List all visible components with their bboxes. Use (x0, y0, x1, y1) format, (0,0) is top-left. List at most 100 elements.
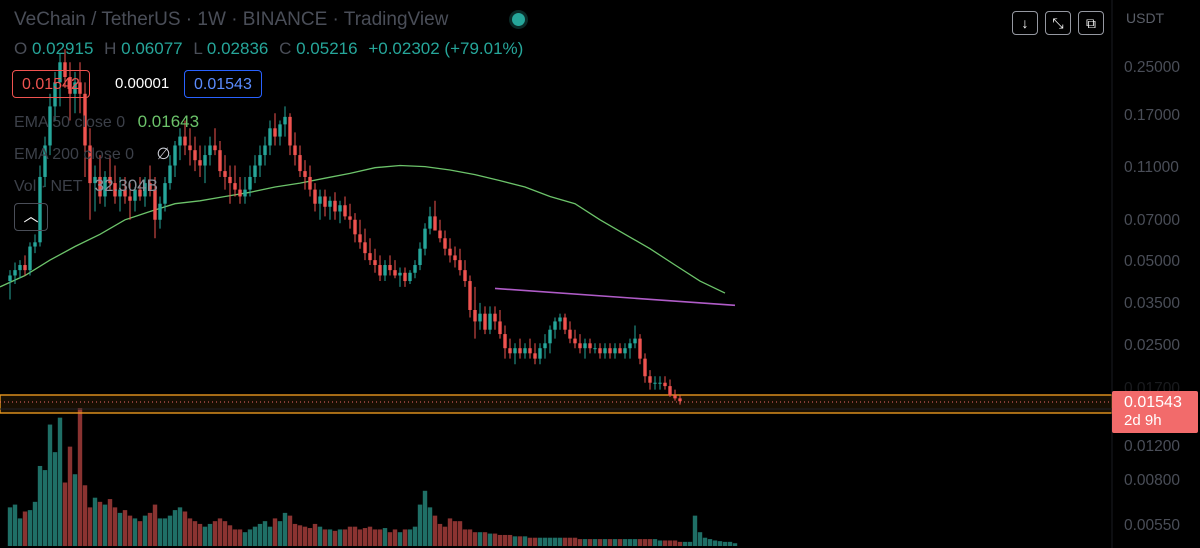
candle[interactable] (423, 223, 427, 256)
candle[interactable] (673, 389, 677, 401)
candle[interactable] (308, 165, 312, 197)
candle[interactable] (138, 176, 142, 201)
indicator-ema50[interactable]: EMA 50 close 0 0.01643 (14, 112, 199, 132)
candle[interactable] (513, 343, 517, 365)
candle[interactable] (33, 234, 37, 254)
candle[interactable] (228, 165, 232, 204)
candle[interactable] (218, 140, 222, 177)
candle[interactable] (188, 128, 192, 166)
candle[interactable] (518, 338, 522, 359)
candle[interactable] (53, 71, 57, 121)
candle[interactable] (73, 71, 77, 114)
candle[interactable] (318, 189, 322, 220)
candle[interactable] (108, 155, 112, 190)
candle[interactable] (458, 248, 462, 276)
candle[interactable] (428, 206, 432, 235)
candle[interactable] (223, 155, 227, 190)
candle[interactable] (398, 267, 402, 287)
candle[interactable] (408, 270, 412, 284)
candle[interactable] (338, 200, 342, 224)
candle[interactable] (103, 171, 107, 207)
candle[interactable] (88, 128, 92, 220)
candle[interactable] (98, 155, 102, 204)
candle[interactable] (483, 306, 487, 335)
candle[interactable] (603, 343, 607, 359)
candle[interactable] (393, 260, 397, 279)
candle[interactable] (178, 128, 182, 161)
candle[interactable] (348, 203, 352, 229)
candle[interactable] (123, 176, 127, 204)
candle[interactable] (678, 395, 682, 405)
candle[interactable] (493, 306, 497, 330)
candle[interactable] (383, 260, 387, 282)
candle[interactable] (203, 145, 207, 184)
candle[interactable] (238, 176, 242, 204)
candle[interactable] (598, 343, 602, 359)
candle[interactable] (663, 376, 667, 390)
candle[interactable] (43, 136, 47, 187)
candle[interactable] (63, 49, 67, 88)
candle[interactable] (608, 343, 612, 359)
price-scale-currency[interactable]: USDT (1126, 10, 1165, 26)
candle[interactable] (538, 343, 542, 365)
candle[interactable] (508, 338, 512, 359)
candle[interactable] (333, 192, 337, 220)
candle[interactable] (168, 155, 172, 190)
candle[interactable] (563, 313, 567, 335)
collapse-legend-button[interactable]: ︿ (14, 203, 48, 231)
candle[interactable] (613, 343, 617, 359)
candle[interactable] (198, 145, 202, 177)
candle[interactable] (413, 260, 417, 279)
candle[interactable] (173, 140, 177, 177)
candle[interactable] (498, 309, 502, 339)
candle[interactable] (558, 313, 562, 330)
candle[interactable] (268, 120, 272, 156)
candle[interactable] (68, 62, 72, 121)
candle[interactable] (373, 248, 377, 273)
candle[interactable] (273, 113, 277, 146)
candle[interactable] (528, 338, 532, 359)
candle[interactable] (573, 329, 577, 349)
candle[interactable] (658, 376, 662, 390)
candle[interactable] (8, 270, 12, 300)
candle[interactable] (353, 213, 357, 243)
sell-price-box[interactable]: 0.01542 (12, 70, 90, 98)
trendline[interactable] (494, 287, 736, 307)
candle[interactable] (133, 186, 137, 212)
candle[interactable] (248, 165, 252, 197)
snapshot-button[interactable]: ⧉ (1078, 11, 1104, 35)
candle[interactable] (113, 165, 117, 204)
candle[interactable] (243, 176, 247, 204)
candle[interactable] (13, 262, 17, 284)
candle[interactable] (453, 246, 457, 268)
candle[interactable] (628, 338, 632, 359)
candle[interactable] (313, 183, 317, 212)
candle[interactable] (128, 183, 132, 220)
candle[interactable] (323, 189, 327, 217)
candle[interactable] (158, 196, 162, 229)
candle[interactable] (523, 343, 527, 359)
candle[interactable] (553, 317, 557, 339)
candle[interactable] (638, 334, 642, 365)
candle[interactable] (23, 255, 27, 276)
candle[interactable] (578, 334, 582, 354)
candle[interactable] (503, 325, 507, 359)
candle[interactable] (148, 165, 152, 197)
candle[interactable] (543, 334, 547, 359)
candle[interactable] (388, 255, 392, 276)
candle[interactable] (233, 165, 237, 197)
candle[interactable] (83, 82, 87, 177)
candle[interactable] (643, 353, 647, 383)
candle[interactable] (403, 267, 407, 287)
candle[interactable] (548, 325, 552, 354)
candle[interactable] (443, 230, 447, 256)
candle[interactable] (593, 343, 597, 354)
candle[interactable] (143, 176, 147, 207)
candle[interactable] (438, 219, 442, 243)
candle[interactable] (293, 132, 297, 166)
candle[interactable] (38, 165, 42, 247)
candle[interactable] (343, 196, 347, 220)
indicator-ema200[interactable]: EMA 200 close 0 ∅ (14, 144, 170, 164)
candle[interactable] (633, 325, 637, 349)
